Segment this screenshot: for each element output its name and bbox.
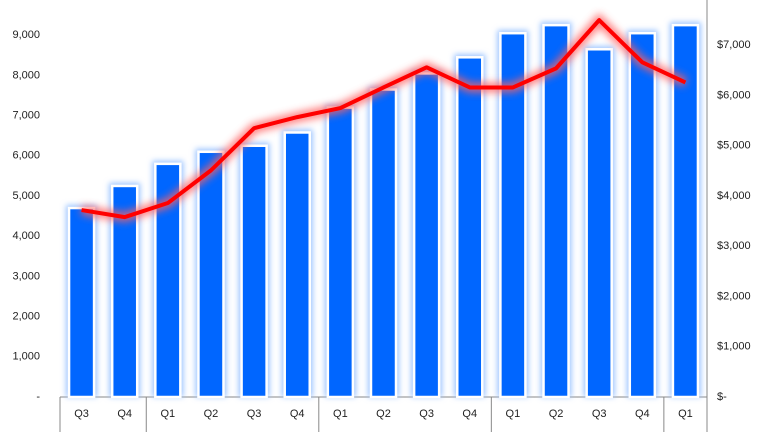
line — [81, 18, 687, 220]
y-tick-label: 6,000 — [12, 150, 40, 162]
x-tick-label: Q2 — [204, 408, 219, 420]
y2-tick-label: $- — [717, 391, 727, 403]
x-tick-label: Q4 — [290, 408, 305, 420]
y2-tick-label: $5,000 — [717, 140, 751, 152]
x-tick-label: Q2 — [549, 408, 564, 420]
x-tick-label: Q3 — [592, 408, 607, 420]
bar — [67, 206, 96, 399]
x-tick-label: Q4 — [635, 408, 650, 420]
bar — [369, 88, 398, 399]
bar — [499, 31, 527, 399]
x-tick-label: Q1 — [678, 408, 693, 420]
x-tick-label: Q3 — [247, 408, 262, 420]
y-tick-label: 5,000 — [12, 190, 40, 202]
y-tick-label: 8,000 — [12, 69, 40, 81]
y2-tick-label: $1,000 — [717, 341, 751, 353]
x-tick-label: Q4 — [462, 408, 477, 420]
bar — [585, 48, 613, 399]
x-tick-label: Q1 — [333, 408, 348, 420]
bar — [628, 31, 657, 399]
y2-tick-label: $4,000 — [717, 190, 751, 202]
y-tick-label: 9,000 — [12, 29, 40, 41]
y-tick-label: 1,000 — [12, 351, 40, 363]
bar — [283, 131, 311, 399]
y2-tick-label: $3,000 — [717, 240, 751, 252]
bar — [671, 23, 700, 399]
x-tick-label: Q1 — [506, 408, 521, 420]
bar — [456, 56, 484, 399]
y-tick-label: 3,000 — [12, 270, 40, 282]
x-tick-label: Q2 — [376, 408, 391, 420]
bar — [197, 150, 225, 399]
y2-tick-label: $7,000 — [717, 39, 751, 51]
x-tick-label: Q1 — [160, 408, 175, 420]
bar — [240, 144, 268, 399]
y-tick-label: - — [36, 391, 40, 403]
y2-tick-label: $2,000 — [717, 290, 751, 302]
y-tick-label: 7,000 — [12, 110, 40, 122]
bar — [412, 72, 441, 399]
y-tick-label: 4,000 — [12, 230, 40, 242]
bar — [326, 106, 355, 399]
x-tick-label: Q3 — [74, 408, 89, 420]
y2-tick-label: $6,000 — [717, 89, 751, 101]
x-tick-label: Q3 — [419, 408, 434, 420]
y-tick-label: 2,000 — [12, 311, 40, 323]
bar — [542, 23, 570, 399]
x-tick-label: Q4 — [117, 408, 132, 420]
